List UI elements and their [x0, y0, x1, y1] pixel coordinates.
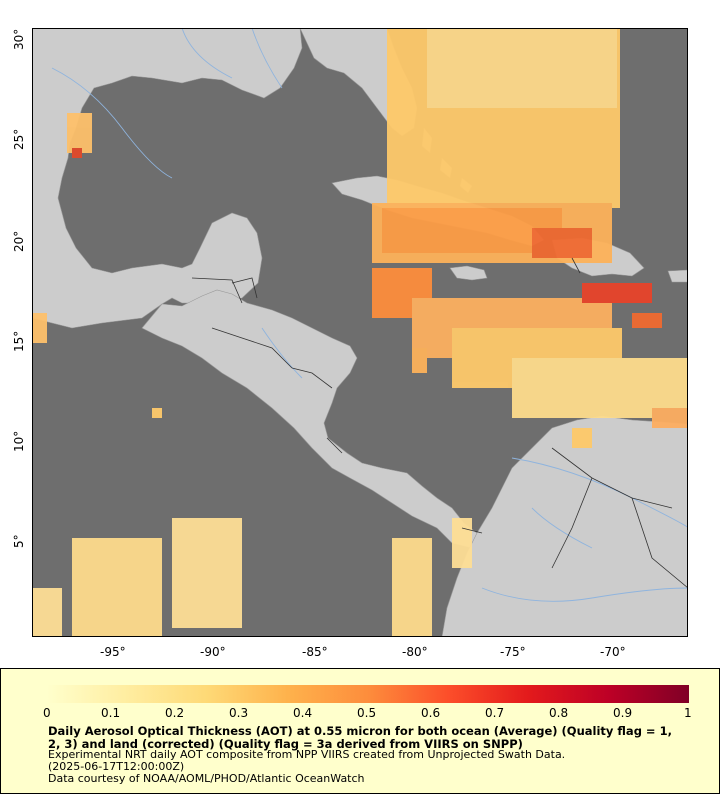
x-tick-label: -70° — [600, 645, 626, 659]
map-panel — [32, 28, 688, 637]
x-tick-label: -80° — [402, 645, 428, 659]
legend-title: Daily Aerosol Optical Thickness (AOT) at… — [48, 724, 672, 751]
y-tick-label: 20° — [12, 230, 26, 252]
y-tick-label: 30° — [12, 28, 26, 50]
colorbar — [47, 685, 689, 703]
legend-credit: Data courtesy of NOAA/AOML/PHOD/Atlantic… — [48, 772, 365, 785]
land-south-america — [441, 415, 688, 637]
x-tick-label: -90° — [200, 645, 226, 659]
colorbar-tick-label: 1 — [684, 706, 692, 720]
x-tick-label: -95° — [100, 645, 126, 659]
colorbar-tick-label: 0 — [43, 706, 51, 720]
y-tick-label: 25° — [12, 128, 26, 150]
colorbar-tick-label: 0.6 — [421, 706, 441, 720]
colorbar-tick-label: 0.9 — [613, 706, 633, 720]
x-tick-label: -85° — [302, 645, 328, 659]
rivers — [51, 28, 688, 602]
y-tick-label: 5° — [12, 534, 26, 548]
colorbar-tick-label: 0.2 — [165, 706, 185, 720]
land-jamaica — [449, 265, 488, 281]
y-tick-label: 10° — [12, 430, 26, 452]
land-us-gulf-coast — [32, 28, 303, 329]
country-borders — [191, 257, 688, 589]
legend-description: Experimental NRT daily AOT composite fro… — [48, 748, 566, 761]
aot-overlay — [32, 28, 688, 637]
land-central-america — [141, 289, 478, 549]
colorbar-tick-label: 0.3 — [229, 706, 249, 720]
colorbar-tick-label: 0.5 — [357, 706, 377, 720]
colorbar-tick-label: 0.1 — [101, 706, 121, 720]
colorbar-tick-label: 0.8 — [549, 706, 569, 720]
colorbar-tick-label: 0.4 — [293, 706, 313, 720]
y-tick-label: 15° — [12, 330, 26, 352]
colorbar-tick-label: 0.7 — [485, 706, 505, 720]
land-puerto-rico — [667, 269, 688, 283]
legend-timestamp: (2025-06-17T12:00:00Z) — [48, 760, 185, 773]
x-tick-label: -75° — [500, 645, 526, 659]
map-border — [32, 28, 688, 637]
